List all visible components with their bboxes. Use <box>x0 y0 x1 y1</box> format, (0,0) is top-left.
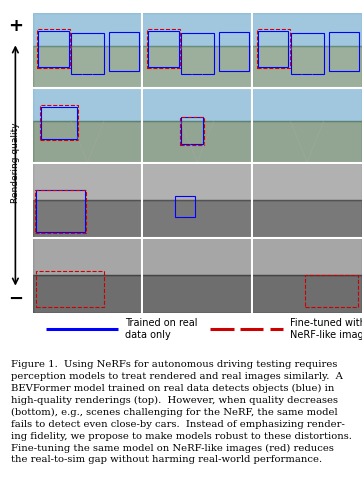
Text: −: − <box>8 290 23 308</box>
Bar <box>36 190 85 232</box>
Bar <box>147 29 180 68</box>
Bar <box>291 33 324 74</box>
Bar <box>41 107 76 138</box>
Text: Fine-tuned with
NeRF-like images: Fine-tuned with NeRF-like images <box>290 318 362 340</box>
Bar <box>252 88 362 121</box>
Bar <box>252 200 362 237</box>
Bar <box>33 275 142 312</box>
Bar <box>142 88 252 121</box>
Bar <box>37 29 70 68</box>
Bar <box>305 275 358 306</box>
Bar <box>175 196 195 216</box>
Bar <box>148 30 178 66</box>
Bar <box>181 33 214 74</box>
Bar <box>142 238 252 275</box>
Bar <box>252 46 362 88</box>
Bar <box>181 118 203 144</box>
Text: Trained on real
data only: Trained on real data only <box>125 318 197 340</box>
Bar <box>40 106 77 140</box>
Bar <box>38 30 69 66</box>
Bar <box>33 88 142 121</box>
Text: Rendering quality: Rendering quality <box>11 122 20 203</box>
Bar <box>36 270 104 306</box>
Bar <box>258 30 289 66</box>
Bar <box>257 29 290 68</box>
Text: Figure 1.  Using NeRFs for autonomous driving testing requires
perception models: Figure 1. Using NeRFs for autonomous dri… <box>11 360 352 465</box>
Bar <box>329 32 359 71</box>
Bar <box>35 190 87 233</box>
Bar <box>252 162 362 200</box>
Bar <box>33 46 142 88</box>
Bar <box>252 275 362 312</box>
Bar <box>142 275 252 312</box>
Bar <box>219 32 249 71</box>
Bar <box>142 162 252 200</box>
Bar <box>71 33 104 74</box>
Bar <box>33 200 142 237</box>
Text: +: + <box>8 17 23 35</box>
Bar <box>142 12 252 46</box>
Bar <box>142 121 252 162</box>
Bar <box>33 238 142 275</box>
Bar <box>252 121 362 162</box>
Bar <box>252 238 362 275</box>
Bar <box>142 200 252 237</box>
Bar <box>33 12 142 46</box>
Bar <box>252 12 362 46</box>
Bar <box>33 121 142 162</box>
Bar <box>142 46 252 88</box>
Bar <box>180 116 204 145</box>
Bar <box>109 32 139 71</box>
Bar <box>33 162 142 200</box>
